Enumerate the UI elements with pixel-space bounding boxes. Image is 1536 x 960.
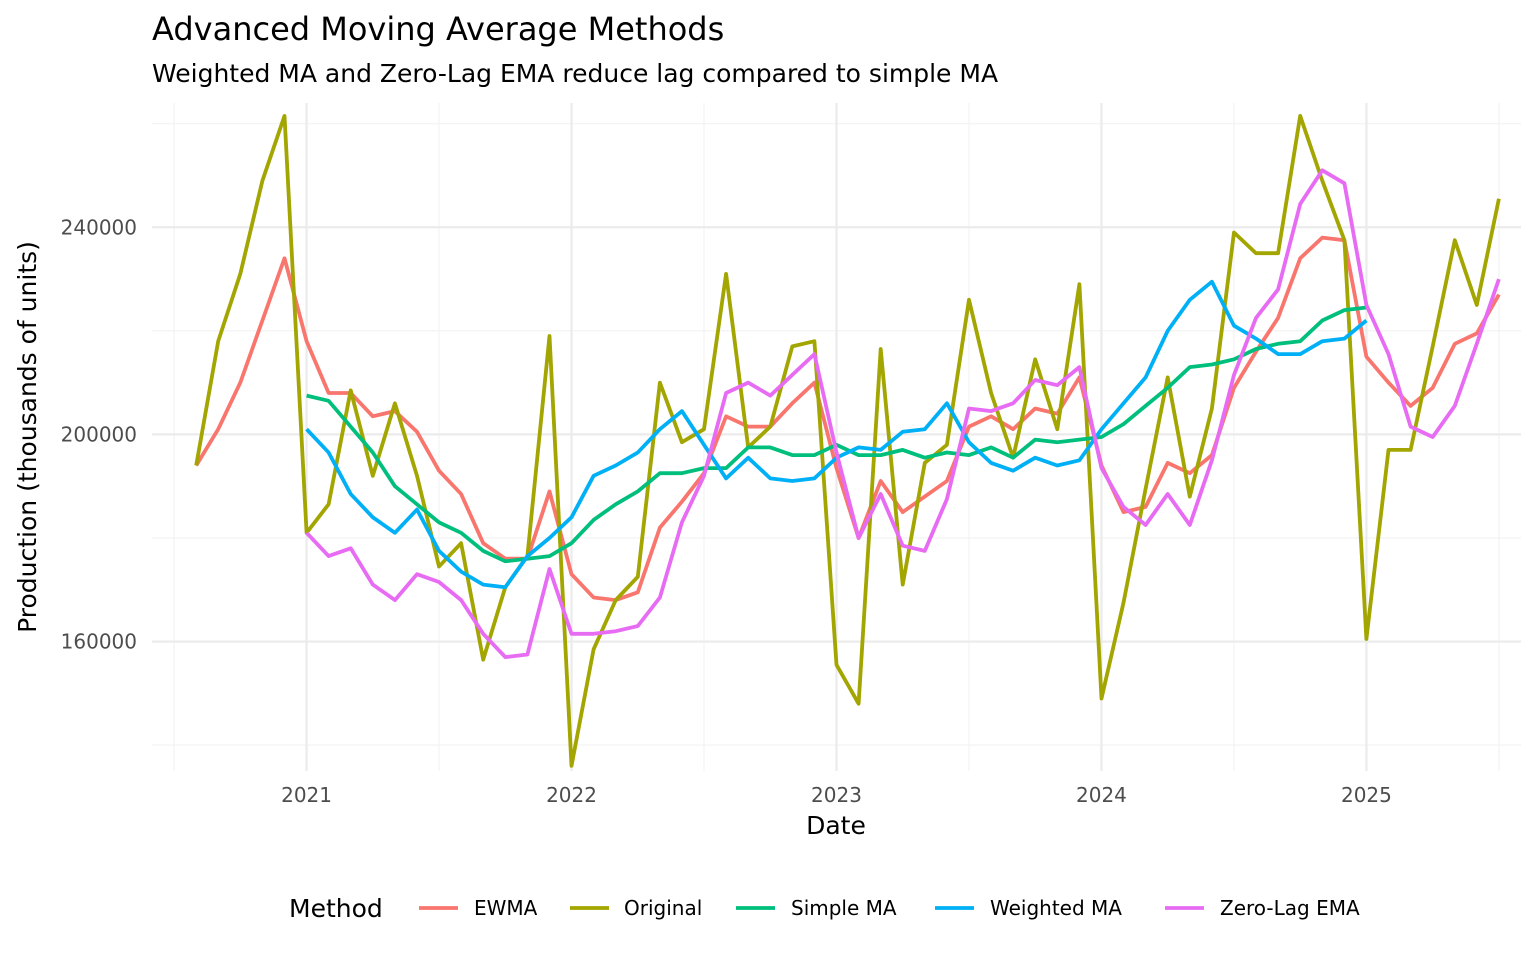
series-line-ewma [194,235,1501,602]
x-tick-label: 2025 [1341,783,1392,807]
legend-item-weighted-ma: Weighted MA [935,896,1122,920]
legend-title: Method [289,894,383,923]
y-tick-label: 240000 [61,215,137,239]
x-tick-label: 2024 [1076,783,1127,807]
x-tick-labels: 2021 2022 2023 2024 2025 [281,783,1392,807]
chart-subtitle: Weighted MA and Zero-Lag EMA reduce lag … [152,59,998,88]
y-axis-title: Production (thousands of units) [13,241,42,633]
y-tick-labels: 160000 200000 240000 [61,215,137,653]
legend-item-original: Original [570,896,702,920]
legend-label-zero-lag-ema: Zero-Lag EMA [1220,896,1360,920]
legend-label-weighted-ma: Weighted MA [990,896,1122,920]
x-tick-label: 2023 [811,783,862,807]
legend-item-zero-lag-ema: Zero-Lag EMA [1165,896,1360,920]
legend-label-original: Original [624,896,702,920]
legend-label-ewma: EWMA [474,896,538,920]
series-layer [194,114,1501,768]
legend-item-simple-ma: Simple MA [736,896,897,920]
x-axis-title: Date [806,811,866,840]
x-tick-label: 2022 [546,783,597,807]
series-line-zero-lag-ema [305,168,1501,659]
chart-title: Advanced Moving Average Methods [152,10,724,48]
legend: Method EWMA Original Simple MA Weighted … [289,894,1360,923]
y-tick-label: 160000 [61,630,137,654]
series-line-original [194,114,1501,768]
x-tick-label: 2021 [281,783,332,807]
legend-item-ewma: EWMA [419,896,538,920]
legend-label-simple-ma: Simple MA [791,896,897,920]
y-tick-label: 200000 [61,422,137,446]
